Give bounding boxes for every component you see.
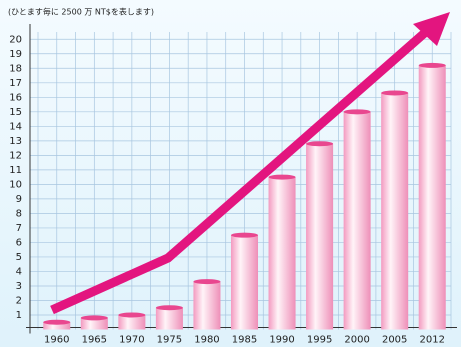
bar: [268, 177, 296, 330]
y-tick-label: 18: [9, 63, 22, 74]
y-tick-label: 9: [16, 194, 22, 205]
bar: [306, 143, 334, 330]
y-tick-label: 14: [9, 121, 22, 132]
bar-cap: [155, 305, 183, 311]
bar-cap: [306, 141, 334, 147]
y-tick-label: 10: [9, 179, 22, 190]
bar: [80, 317, 108, 330]
bar: [343, 111, 371, 330]
y-tick-label: 17: [9, 78, 22, 89]
x-tick-label: 1970: [119, 335, 144, 346]
bar-cap: [418, 62, 446, 68]
chart-subtitle: (ひとます毎に 2500 万 NT$を表します): [8, 7, 154, 17]
x-tick-label: 1960: [44, 335, 69, 346]
bar-cap: [230, 232, 259, 238]
y-tick-label: 16: [9, 92, 22, 103]
y-tick-label: 4: [16, 266, 22, 277]
x-tick-label: 1995: [307, 335, 332, 346]
x-tick-label: 2005: [382, 335, 407, 346]
y-tick-label: 12: [9, 150, 22, 161]
y-tick-label: 19: [9, 49, 22, 60]
bar-cap: [343, 109, 371, 115]
bar: [155, 307, 183, 330]
x-tick-label: 2000: [344, 335, 369, 346]
arrow-shaft: [50, 26, 431, 315]
arrow-head: [413, 12, 450, 46]
y-tick-label: 7: [16, 223, 22, 234]
y-tick-label: 1: [16, 310, 22, 321]
y-tick-label: 11: [9, 165, 22, 176]
bar: [118, 314, 146, 330]
bar: [230, 235, 259, 330]
bar-cap: [118, 312, 146, 318]
bar: [381, 92, 409, 330]
bar-cap: [193, 279, 221, 285]
y-tick-label: 13: [9, 136, 22, 147]
trend-arrow: [50, 12, 450, 315]
y-tick-label: 20: [9, 34, 22, 45]
y-tick-label: 3: [16, 281, 22, 292]
bar-cap: [80, 315, 108, 321]
y-tick-label: 5: [16, 252, 22, 263]
bar: [193, 281, 221, 330]
y-tick-label: 6: [16, 237, 22, 248]
y-tick-label: 2: [16, 295, 22, 306]
x-tick-label: 1975: [157, 335, 182, 346]
y-tick-label: 15: [9, 107, 22, 118]
x-tick-label: 1980: [194, 335, 219, 346]
bar: [43, 322, 71, 330]
bar-cap: [268, 174, 296, 180]
x-tick-label: 1990: [269, 335, 294, 346]
bar: [418, 65, 446, 330]
x-tick-label: 2012: [420, 335, 445, 346]
x-tick-label: 1985: [232, 335, 257, 346]
x-tick-label: 1965: [82, 335, 107, 346]
bar-cap: [43, 319, 71, 325]
y-tick-label: 8: [16, 208, 22, 219]
bar-cap: [381, 90, 409, 96]
